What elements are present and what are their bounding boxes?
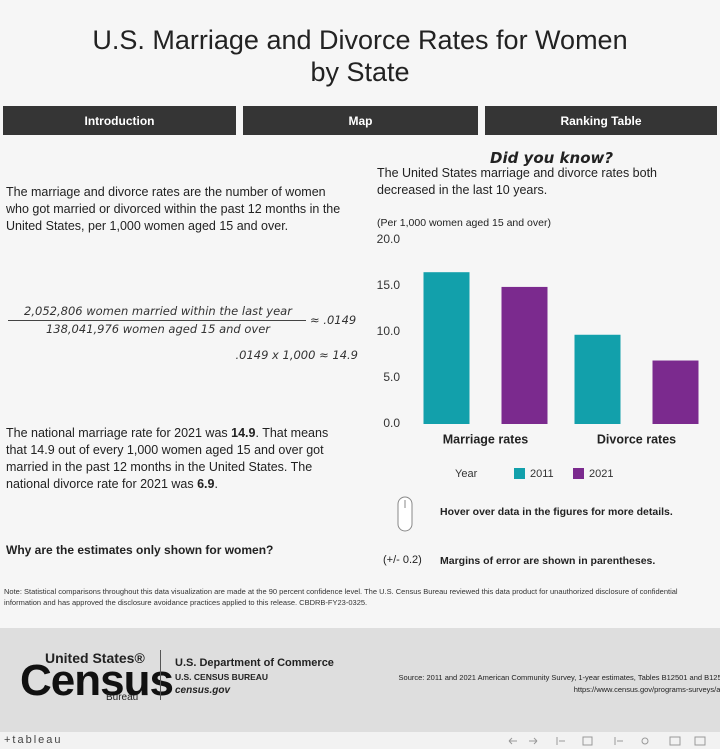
download-icon[interactable] (669, 736, 681, 746)
toolbar-icons (508, 736, 706, 746)
tableau-logo[interactable]: +tableau (4, 734, 63, 746)
question-link[interactable]: Why are the estimates only shown for wom… (6, 543, 274, 557)
did-you-know-text: The United States marriage and divorce r… (377, 166, 658, 197)
bold-figure: 6.9 (197, 477, 215, 491)
legend-label: 2011 (530, 468, 554, 480)
formula-denominator: 138,041,976 women aged 15 and over (45, 322, 271, 336)
fullscreen-icon[interactable] (694, 736, 706, 746)
legend-swatch (573, 468, 584, 479)
logo-bottom: Bureau (106, 692, 139, 703)
pause-icon[interactable] (614, 737, 623, 745)
tab[interactable]: Map (243, 106, 478, 135)
did-you-know: Did you know? (490, 149, 614, 167)
tab[interactable]: Introduction (3, 106, 236, 135)
y-tick-label: 10.0 (377, 324, 401, 338)
chart: 0.0 5.0 10.0 15.0 20.0 Marriage rates Divorce … (377, 232, 699, 532)
mouse-icon (397, 496, 413, 532)
y-tick-label: 5.0 (383, 370, 400, 384)
bureau: U.S. CENSUS BUREAU (175, 672, 269, 682)
legend-title: Year (455, 468, 478, 480)
source: Source: 2011 and 2021 American Community… (398, 673, 720, 694)
revert-icon[interactable] (556, 737, 565, 745)
title-line: by State (310, 57, 410, 87)
redo-icon[interactable] (529, 737, 538, 745)
y-tick-label: 15.0 (377, 278, 401, 292)
legend-swatch (514, 468, 525, 479)
bar[interactable] (574, 334, 621, 424)
x-tick-label: Marriage rates (443, 432, 529, 446)
unit-note: (Per 1,000 women aged 15 and over) (377, 217, 551, 229)
title-line: U.S. Marriage and Divorce Rates for Wome… (92, 25, 628, 55)
fraction-bar (8, 320, 306, 321)
logo-main: Census (20, 656, 174, 705)
undo-icon[interactable] (508, 737, 517, 745)
note: Note: Statistical comparisons throughout… (4, 587, 678, 607)
site-link[interactable]: census.gov (175, 685, 231, 696)
text-segment: The national marriage rate for 2021 was (6, 426, 232, 440)
tab[interactable]: Ranking Table (485, 106, 717, 135)
intro-text: The marriage and divorce rates are the n… (6, 185, 341, 233)
text-segment: . (214, 477, 218, 491)
text-segment: . That means that 14.9 out of every 1,00… (6, 426, 329, 491)
legend-label: 2021 (589, 468, 613, 480)
bar[interactable] (501, 286, 548, 424)
formula-result: ≈ .0149 (310, 313, 357, 327)
bar[interactable] (423, 272, 470, 424)
refresh-icon[interactable] (582, 736, 593, 746)
formula-numerator: 2,052,806 women married within the last … (24, 304, 292, 318)
logo-top: United States® (45, 650, 145, 666)
formula-line: .0149 x 1,000 ≈ 14.9 (235, 348, 358, 362)
national-text: The national marriage rate for 2021 was … (6, 425, 351, 493)
moe-hint: Margins of error are shown in parenthese… (440, 555, 656, 567)
hover-hint: Hover over data in the figures for more … (440, 506, 673, 518)
department: U.S. Department of Commerce (175, 657, 334, 669)
toolbar: +tableau (0, 732, 720, 749)
y-tick-label: 0.0 (383, 416, 400, 430)
footer: United States® Census Bureau U.S. Depart… (0, 628, 720, 732)
divider (160, 650, 161, 700)
bar[interactable] (652, 360, 699, 424)
x-tick-label: Divorce rates (597, 432, 676, 446)
y-tick-label: 20.0 (377, 232, 401, 246)
bold-figure: 14.9 (231, 426, 256, 440)
moe-example: (+/- 0.2) (383, 554, 422, 566)
share-icon[interactable] (641, 737, 649, 745)
